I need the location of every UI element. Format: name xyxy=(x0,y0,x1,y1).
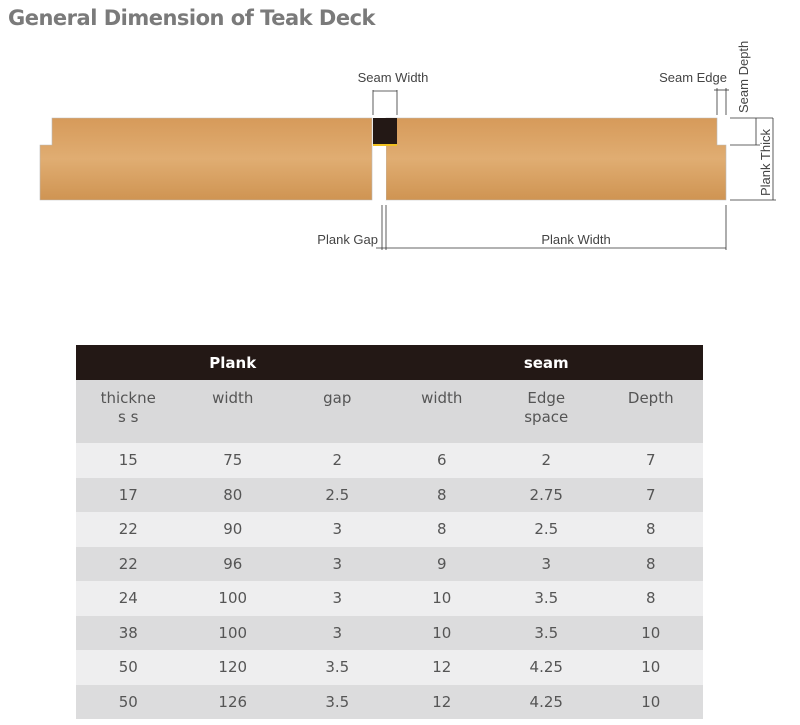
teak-deck-diagram: Seam Width Seam Edge Seam Depth Plank Th… xyxy=(39,41,776,250)
column-header-row: thicknes s width gap width Edge space De… xyxy=(76,380,703,443)
table-cell: 8 xyxy=(598,581,703,616)
table-cell: 22 xyxy=(76,546,181,581)
table-row: 22 90 3 8 2.5 8 xyxy=(76,512,703,547)
table-cell: 24 xyxy=(76,581,181,616)
plank-thick-label: Plank Thick xyxy=(758,129,773,196)
table-row: 50 126 3.5 12 4.25 10 xyxy=(76,684,703,719)
col-header: Edge space xyxy=(494,380,599,443)
table-cell: 80 xyxy=(180,477,285,512)
table-cell: 4.25 xyxy=(494,650,599,685)
left-plank xyxy=(39,117,373,201)
table-cell: 3 xyxy=(285,546,390,581)
table-cell: 2 xyxy=(494,443,599,478)
table-cell: 8 xyxy=(598,546,703,581)
col-header: gap xyxy=(285,380,390,443)
table-cell: 8 xyxy=(389,477,494,512)
dimension-table: Plank seam thicknes s width gap width Edg… xyxy=(76,345,703,719)
table-cell: 96 xyxy=(180,546,285,581)
table-cell: 3.5 xyxy=(494,615,599,650)
table-row: 15 75 2 6 2 7 xyxy=(76,443,703,478)
table-row: 22 96 3 9 3 8 xyxy=(76,546,703,581)
table-cell: 126 xyxy=(180,684,285,719)
table-cell: 10 xyxy=(598,615,703,650)
table-cell: 50 xyxy=(76,684,181,719)
page-title: General Dimension of Teak Deck xyxy=(8,6,376,30)
table-row: 38 100 3 10 3.5 10 xyxy=(76,615,703,650)
table-row: 24 100 3 10 3.5 8 xyxy=(76,581,703,616)
table-cell: 100 xyxy=(180,581,285,616)
seam-depth-label: Seam Depth xyxy=(736,41,751,113)
col-header: thicknes s xyxy=(76,380,181,443)
table-cell: 9 xyxy=(389,546,494,581)
table-cell: 12 xyxy=(389,684,494,719)
table-cell: 2.75 xyxy=(494,477,599,512)
col-header: width xyxy=(180,380,285,443)
seam-width-label: Seam Width xyxy=(358,70,429,85)
table-row: 17 80 2.5 8 2.75 7 xyxy=(76,477,703,512)
table-cell: 3.5 xyxy=(494,581,599,616)
seam-edge-label: Seam Edge xyxy=(659,70,727,85)
table-cell: 8 xyxy=(389,512,494,547)
table-cell: 38 xyxy=(76,615,181,650)
table-cell: 50 xyxy=(76,650,181,685)
table-cell: 7 xyxy=(598,477,703,512)
table-cell: 10 xyxy=(389,615,494,650)
table-cell: 22 xyxy=(76,512,181,547)
table-cell: 6 xyxy=(389,443,494,478)
table-cell: 2.5 xyxy=(494,512,599,547)
table-cell: 3 xyxy=(285,615,390,650)
table-cell: 3.5 xyxy=(285,684,390,719)
col-header: width xyxy=(389,380,494,443)
table-cell: 100 xyxy=(180,615,285,650)
table-cell: 4.25 xyxy=(494,684,599,719)
table-cell: 90 xyxy=(180,512,285,547)
group-header-row: Plank seam xyxy=(76,345,703,380)
col-header: Depth xyxy=(598,380,703,443)
table-cell: 12 xyxy=(389,650,494,685)
table-cell: 3 xyxy=(494,546,599,581)
table-cell: 10 xyxy=(598,650,703,685)
group-plank: Plank xyxy=(180,345,285,380)
table-cell: 7 xyxy=(598,443,703,478)
table-cell: 10 xyxy=(389,581,494,616)
table-cell: 17 xyxy=(76,477,181,512)
right-plank xyxy=(385,117,727,201)
plank-width-label: Plank Width xyxy=(541,232,610,247)
table-cell: 3.5 xyxy=(285,650,390,685)
table-cell: 15 xyxy=(76,443,181,478)
seam-base xyxy=(373,144,397,146)
table-cell: 10 xyxy=(598,684,703,719)
seam xyxy=(373,118,397,145)
table-cell: 3 xyxy=(285,581,390,616)
table-cell: 75 xyxy=(180,443,285,478)
group-seam: seam xyxy=(494,345,599,380)
plank-gap xyxy=(382,146,386,200)
table-cell: 2.5 xyxy=(285,477,390,512)
table-cell: 3 xyxy=(285,512,390,547)
plank-gap-label: Plank Gap xyxy=(317,232,378,247)
table-cell: 2 xyxy=(285,443,390,478)
table-cell: 120 xyxy=(180,650,285,685)
table-cell: 8 xyxy=(598,512,703,547)
table-row: 50 120 3.5 12 4.25 10 xyxy=(76,650,703,685)
